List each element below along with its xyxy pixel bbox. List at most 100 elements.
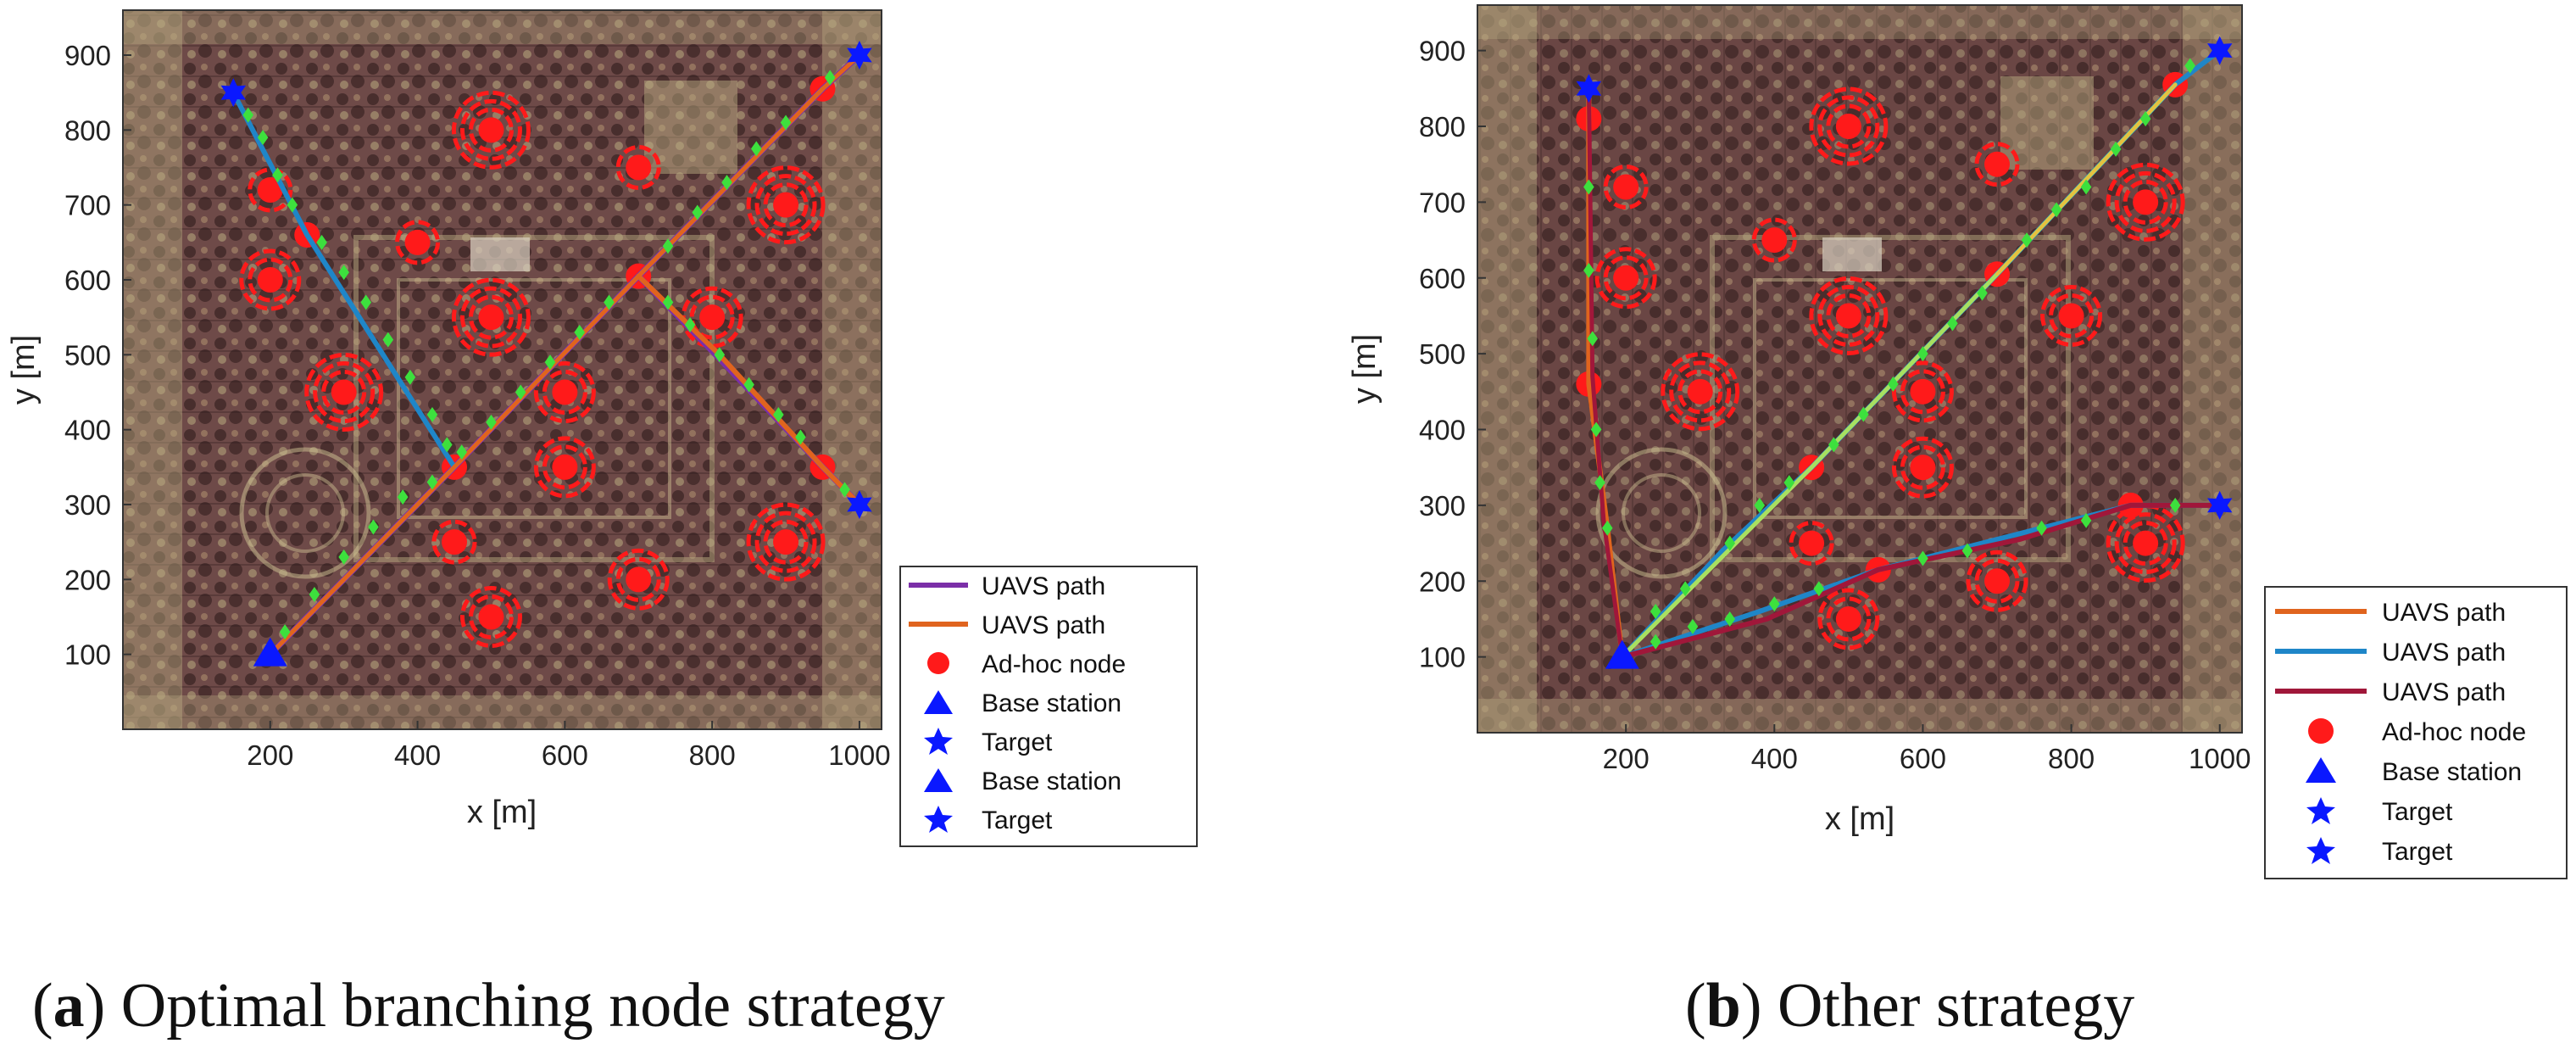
waypoint-marker	[2021, 232, 2033, 248]
x-tick-label: 200	[247, 739, 293, 771]
svg-text:Target: Target	[2382, 838, 2453, 866]
plot-area-b	[1576, 36, 2233, 669]
ad-hoc-node	[607, 548, 670, 611]
waypoint-marker	[242, 107, 254, 123]
ad-hoc-node	[451, 277, 531, 357]
waypoint-marker	[604, 294, 615, 310]
waypoint-marker	[1590, 421, 1602, 438]
waypoint-marker	[382, 332, 394, 348]
ad-hoc-node	[1789, 521, 1834, 566]
waypoint-marker	[1594, 475, 1605, 491]
legend-entry: Target	[924, 728, 1053, 756]
waypoint-marker	[456, 444, 468, 460]
ad-hoc-node	[1891, 436, 1954, 499]
waypoint-marker	[721, 175, 732, 191]
legend-entry: Ad-hoc node	[2308, 718, 2526, 746]
y-axis-label-a: y [m]	[6, 335, 42, 405]
svg-text:UAVS path: UAVS path	[2382, 639, 2506, 667]
waypoint-marker	[404, 369, 416, 385]
target-marker	[2207, 36, 2233, 65]
waypoint-marker	[795, 429, 806, 445]
legend-entry: UAVS path	[2275, 678, 2506, 706]
ad-hoc-node	[1891, 360, 1954, 423]
x-tick-label: 1000	[828, 739, 890, 771]
ad-hoc-node	[304, 353, 384, 432]
ad-hoc-node	[1809, 86, 1889, 166]
x-axis-label-a: x [m]	[467, 795, 537, 830]
legend-box-a	[899, 566, 1198, 847]
ad-hoc-node	[1817, 588, 1880, 650]
x-tick-label: 800	[2048, 743, 2095, 774]
waypoint-marker	[316, 234, 327, 250]
legend-entry: UAVS path	[2275, 599, 2506, 627]
x-tick-label: 800	[689, 739, 736, 771]
waypoint-marker	[2080, 512, 2092, 528]
target-marker	[2207, 490, 2233, 520]
y-tick-label: 500	[1419, 338, 1466, 370]
y-tick-label: 900	[1419, 36, 1466, 67]
waypoint-marker	[1961, 543, 1973, 559]
y-tick-label: 200	[1419, 566, 1466, 597]
y-tick-label: 800	[64, 114, 111, 146]
y-tick-label: 500	[64, 339, 111, 371]
x-tick-label: 200	[1603, 743, 1650, 774]
waypoint-marker	[486, 414, 497, 430]
waypoint-marker	[2080, 179, 2092, 195]
x-tick-label: 1000	[2189, 743, 2251, 774]
legend-entry: Ad-hoc node	[927, 650, 1126, 678]
waypoint-marker	[515, 384, 526, 400]
waypoint-marker	[662, 238, 674, 254]
waypoint-marker	[1687, 618, 1699, 634]
y-tick-label: 600	[64, 265, 111, 296]
ad-hoc-node	[1603, 165, 1649, 209]
ad-hoc-node	[1751, 217, 1797, 263]
waypoint-marker	[743, 377, 754, 393]
waypoint-marker	[1947, 315, 1958, 332]
y-tick-label: 100	[1419, 642, 1466, 673]
y-tick-label: 900	[64, 40, 111, 71]
y-tick-label: 800	[1419, 111, 1466, 142]
base-station-marker	[1605, 639, 1639, 669]
waypoint-marker	[1583, 179, 1594, 195]
waypoint-marker	[1977, 285, 1988, 301]
waypoint-marker	[442, 437, 453, 453]
y-tick-label: 100	[64, 639, 111, 671]
waypoint-marker	[338, 265, 349, 281]
waypoint-marker	[773, 407, 784, 422]
legend-entry: Base station	[2306, 757, 2522, 786]
waypoint-marker	[287, 197, 298, 213]
ad-hoc-node	[431, 519, 477, 565]
ad-hoc-node	[1966, 550, 2028, 612]
waypoint-marker	[272, 167, 283, 183]
waypoint-marker	[1650, 604, 1661, 619]
axis-ticks-b: 200 400 600 800 1000 100 200 300 400 500 600 700 800…	[1419, 36, 2251, 774]
y-axis-label-b: y [m]	[1347, 334, 1383, 404]
waypoint-marker	[2184, 58, 2195, 74]
ad-hoc-node	[533, 436, 596, 499]
y-tick-label: 300	[1419, 490, 1466, 522]
ad-hoc-node	[1661, 352, 1740, 432]
svg-text:Target: Target	[982, 806, 1053, 834]
legend-entry: Base station	[924, 689, 1121, 717]
svg-text:UAVS path: UAVS path	[2382, 599, 2506, 627]
ad-hoc-node	[615, 145, 661, 190]
waypoint-marker	[279, 624, 291, 640]
y-tick-label: 700	[64, 190, 111, 221]
panel-b: 200 400 600 800 1000 100 200 300 400 500 600 700 800…	[1347, 4, 2568, 1041]
ad-hoc-node	[1974, 142, 2020, 187]
x-tick-label: 600	[1900, 743, 1946, 774]
waypoint-marker	[662, 294, 674, 310]
y-tick-label: 700	[1419, 187, 1466, 218]
ad-hoc-node	[239, 248, 302, 311]
ad-hoc-node	[395, 220, 441, 265]
waypoint-marker	[1768, 596, 1780, 612]
y-tick-label: 600	[1419, 263, 1466, 294]
legend-a: UAVS path UAVS path Ad-hoc node Base sta…	[899, 566, 1198, 847]
waypoint-marker	[1813, 581, 1825, 597]
target-marker	[1576, 74, 1602, 103]
waypoint-marker	[839, 482, 850, 498]
waypoint-marker	[544, 354, 556, 371]
waypoint-marker	[1783, 475, 1795, 491]
uavs-path	[1586, 86, 1625, 660]
